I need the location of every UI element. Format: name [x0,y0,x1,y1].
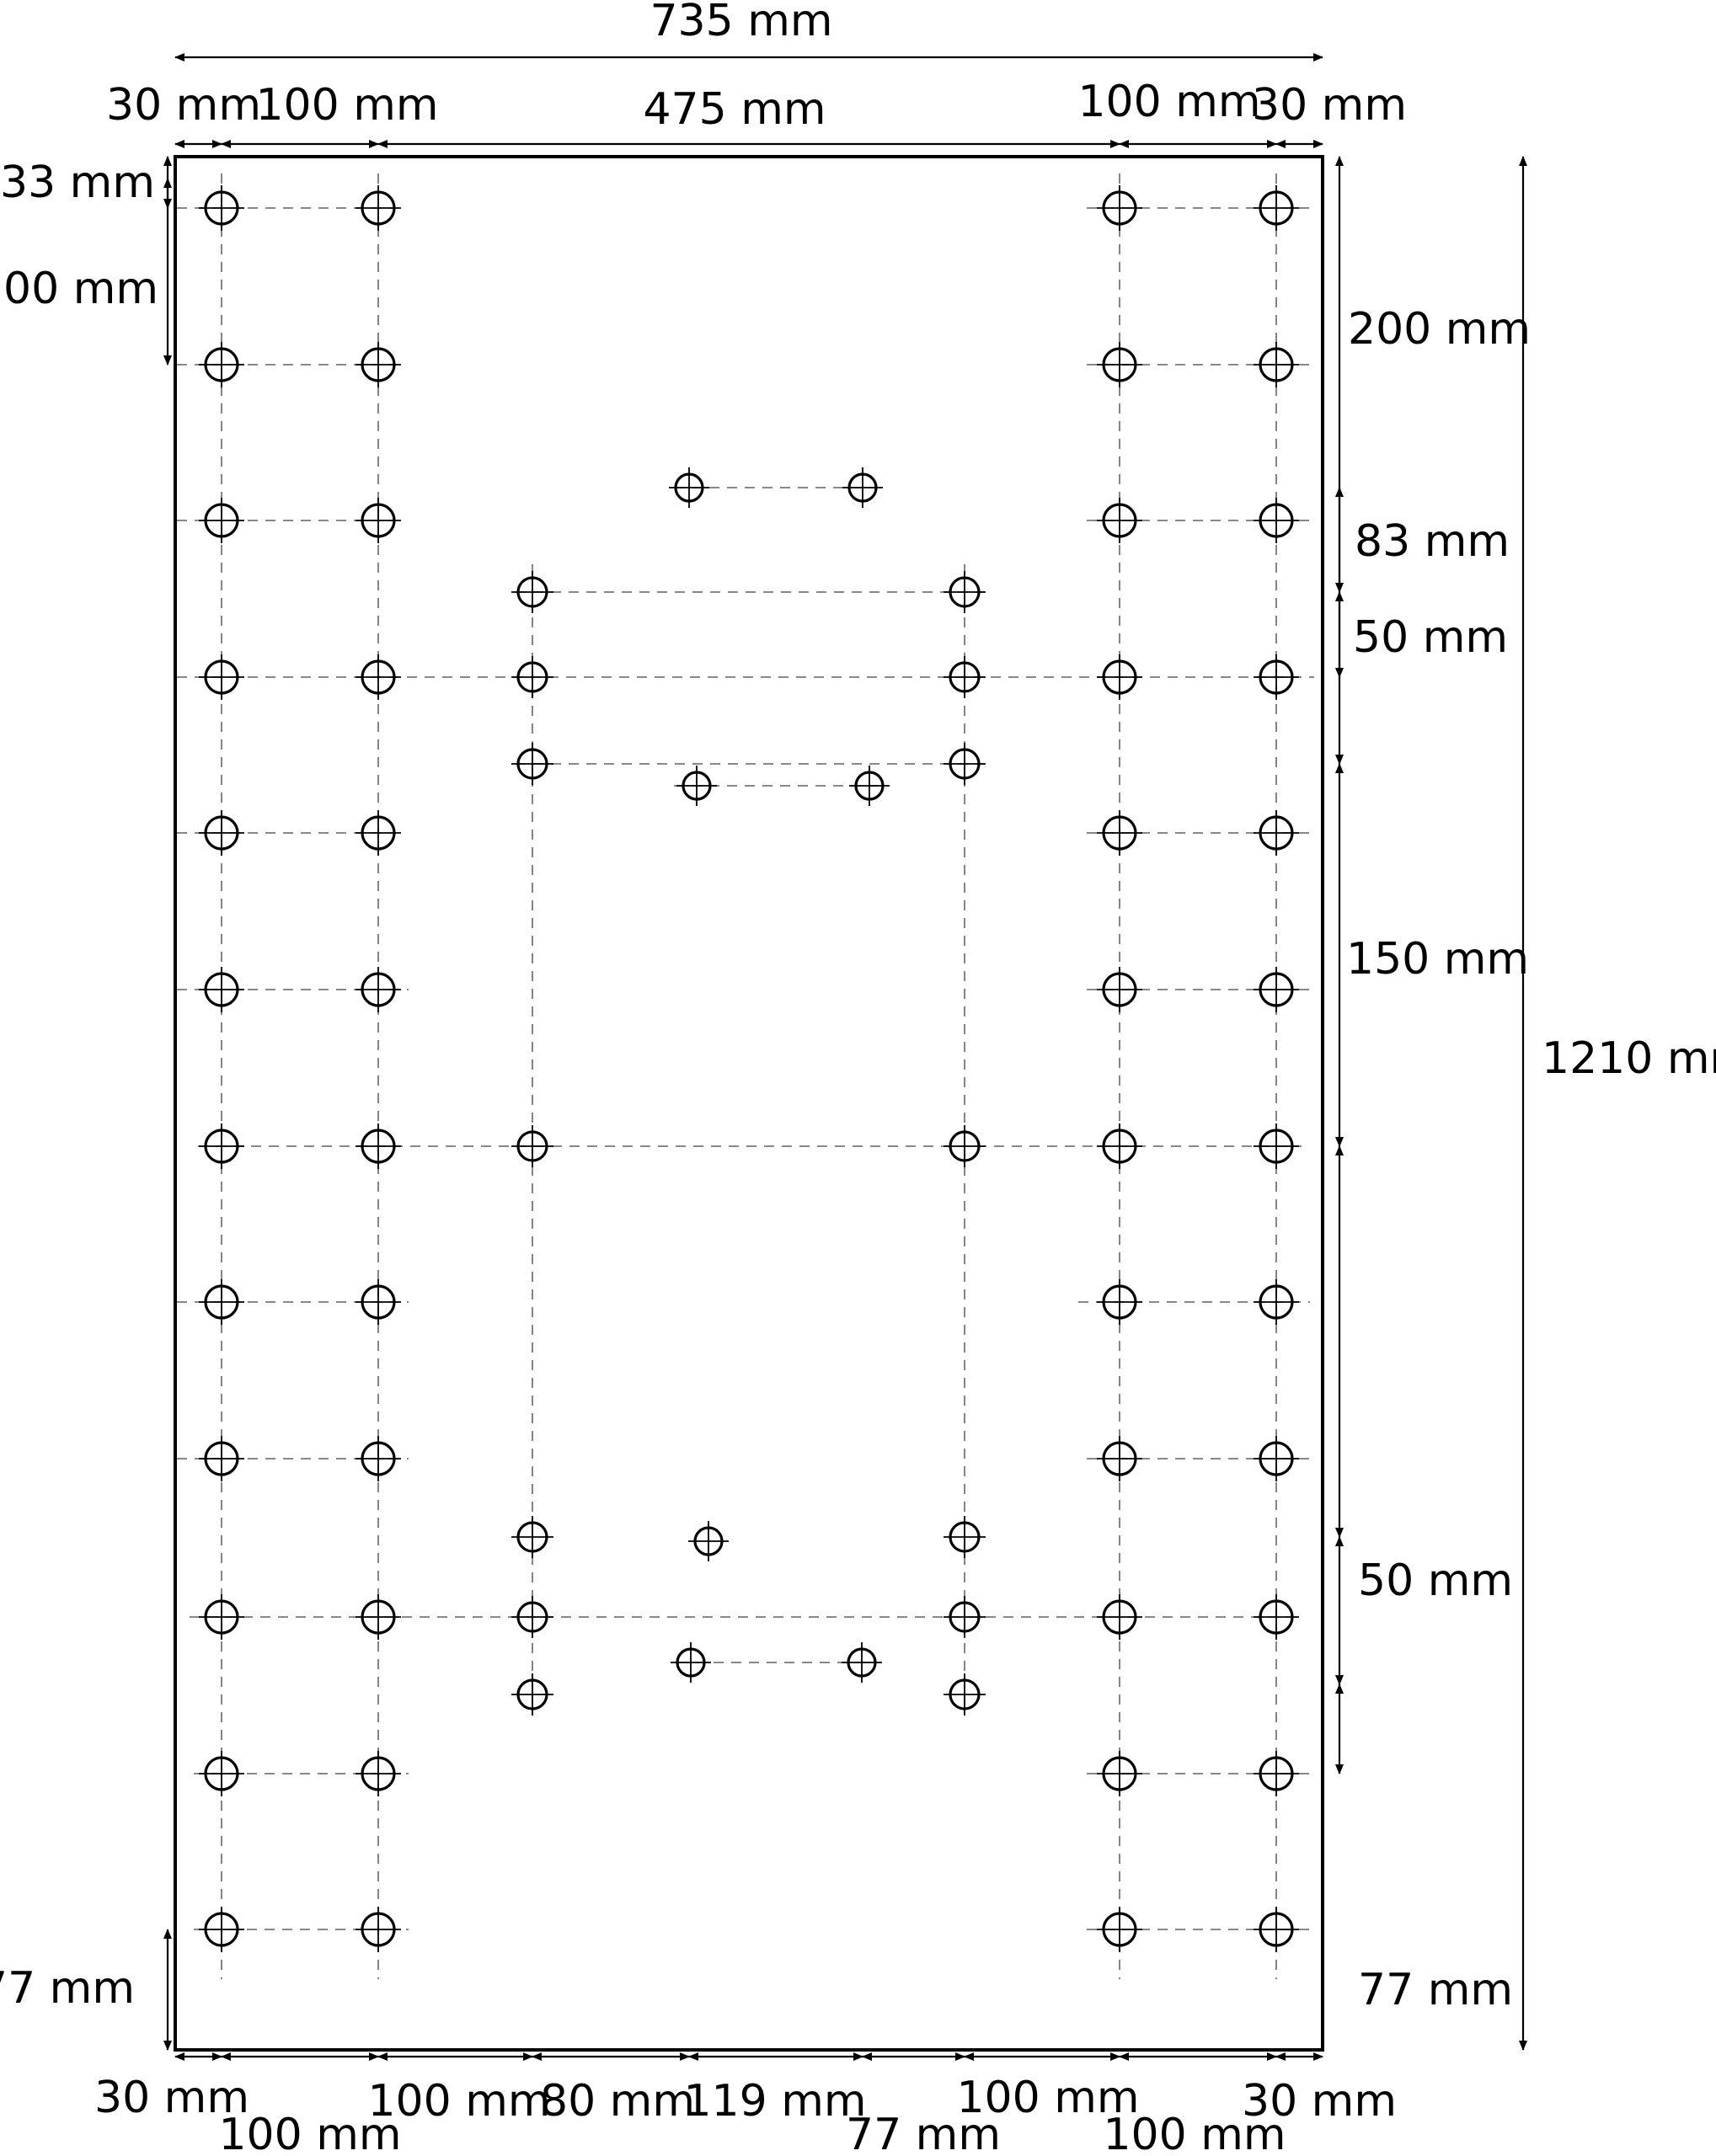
top-right-pitch-label: 100 mm [1077,77,1260,127]
right-bottom-edge-label: 77 mm [1358,1965,1513,2015]
bottom-77-label: 77 mm [846,2110,1001,2156]
bottom-30-right-label: 30 mm [1242,2076,1397,2127]
plate-outline [174,155,1324,2052]
overall-width-label: 735 mm [650,0,832,46]
holes [199,185,1299,1952]
overall-height-label: 1210 mm [1542,1033,1716,1084]
bottom-100-c-label: 100 mm [956,2073,1139,2123]
top-left-edge-label: 30 mm [106,80,261,131]
top-left-pitch-label: 100 mm [255,80,438,131]
right-200-label: 200 mm [1348,304,1531,355]
right-50-upper-label: 50 mm [1353,612,1508,663]
right-150-label: 150 mm [1346,934,1529,985]
top-right-edge-label: 30 mm [1252,80,1407,131]
bottom-100-a-label: 100 mm [218,2110,401,2156]
left-top-edge-label: 33 mm [0,157,155,208]
bottom-30-left-label: 30 mm [94,2073,249,2123]
top-middle-label: 475 mm [643,84,826,135]
dimensions [163,53,1527,2061]
left-bottom-edge-label: 77 mm [0,1963,135,2014]
bottom-100-d-label: 100 mm [1103,2110,1286,2156]
left-pitch-label: 100 mm [0,264,158,314]
bottom-119-label: 119 mm [683,2076,866,2127]
right-50-lower-label: 50 mm [1358,1556,1513,1606]
bottom-100-b-label: 100 mm [367,2076,550,2127]
right-83-label: 83 mm [1355,516,1510,567]
bottom-80-label: 80 mm [540,2076,695,2127]
